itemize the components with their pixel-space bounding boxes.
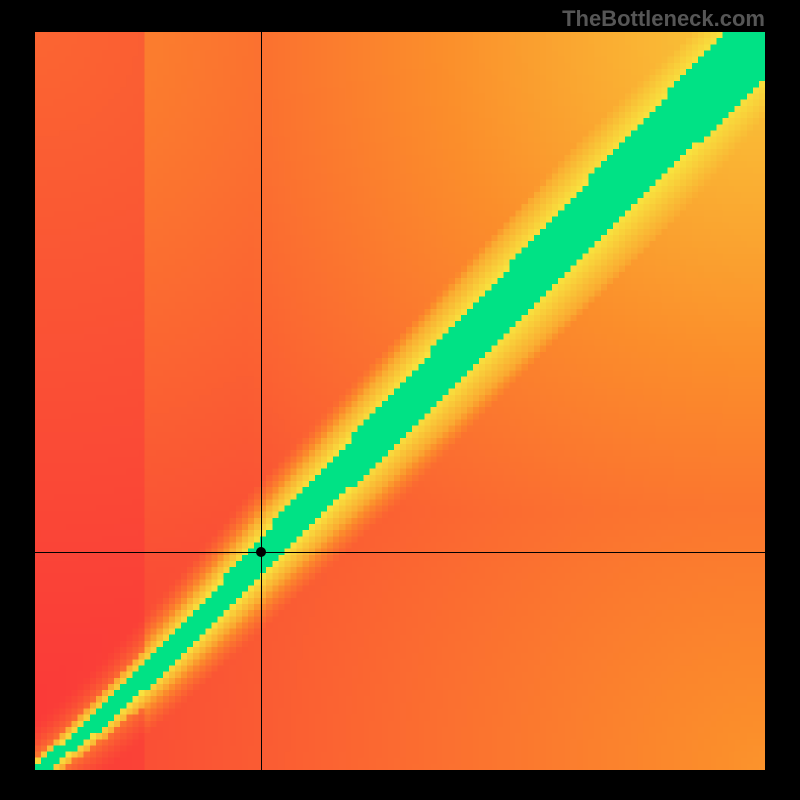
crosshair-horizontal	[35, 552, 765, 553]
crosshair-vertical	[261, 32, 262, 770]
plot-area	[35, 32, 765, 770]
chart-container: { "watermark": { "text": "TheBottleneck.…	[0, 0, 800, 800]
watermark-label: TheBottleneck.com	[562, 6, 765, 32]
heatmap	[35, 32, 765, 770]
